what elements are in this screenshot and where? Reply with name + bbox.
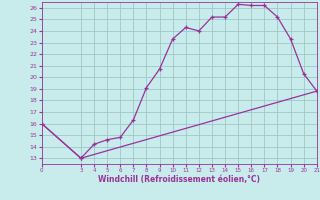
X-axis label: Windchill (Refroidissement éolien,°C): Windchill (Refroidissement éolien,°C) xyxy=(98,175,260,184)
